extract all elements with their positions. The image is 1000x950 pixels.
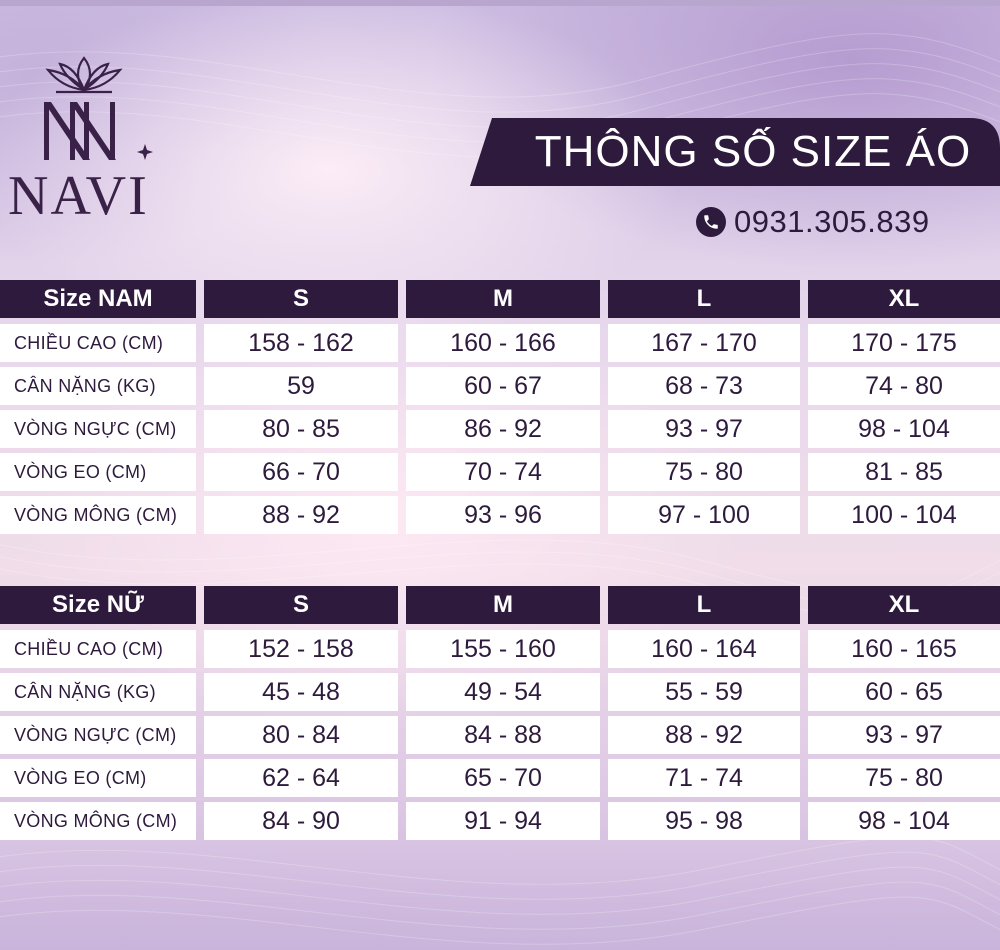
row-label: VÒNG EO (CM): [0, 453, 196, 491]
table-cell: 160 - 165: [808, 630, 1000, 668]
table-row: VÒNG EO (CM) 66 - 70 70 - 74 75 - 80 81 …: [0, 453, 1000, 491]
header-size-l: L: [608, 586, 800, 624]
table-cell: 86 - 92: [406, 410, 600, 448]
table-cell: 88 - 92: [608, 716, 800, 754]
phone-number: 0931.305.839: [734, 204, 930, 239]
header-size-s: S: [204, 586, 398, 624]
table-cell: 45 - 48: [204, 673, 398, 711]
row-label: CHIỀU CAO (CM): [0, 630, 196, 668]
table-cell: 160 - 164: [608, 630, 800, 668]
header-size-m: M: [406, 586, 600, 624]
phone-icon: [696, 207, 726, 237]
table-cell: 152 - 158: [204, 630, 398, 668]
table-cell: 65 - 70: [406, 759, 600, 797]
header-label: Size NAM: [0, 280, 196, 318]
table-cell: 62 - 64: [204, 759, 398, 797]
row-label: VÒNG EO (CM): [0, 759, 196, 797]
table-cell: 70 - 74: [406, 453, 600, 491]
row-label: CÂN NẶNG (KG): [0, 673, 196, 711]
table-cell: 59: [204, 367, 398, 405]
table-cell: 93 - 97: [808, 716, 1000, 754]
table-cell: 160 - 166: [406, 324, 600, 362]
table-row: CÂN NẶNG (KG) 45 - 48 49 - 54 55 - 59 60…: [0, 673, 1000, 711]
table-cell: 84 - 88: [406, 716, 600, 754]
table-cell: 91 - 94: [406, 802, 600, 840]
table-cell: 155 - 160: [406, 630, 600, 668]
table-cell: 98 - 104: [808, 802, 1000, 840]
table-cell: 55 - 59: [608, 673, 800, 711]
table-cell: 84 - 90: [204, 802, 398, 840]
row-label: VÒNG NGỰC (CM): [0, 410, 196, 448]
table-cell: 80 - 84: [204, 716, 398, 754]
table-cell: 97 - 100: [608, 496, 800, 534]
table-header-row: Size NAM S M L XL: [0, 280, 1000, 318]
header-size-s: S: [204, 280, 398, 318]
title-banner: THÔNG SỐ SIZE ÁO: [470, 118, 1000, 186]
table-cell: 75 - 80: [608, 453, 800, 491]
table-cell: 88 - 92: [204, 496, 398, 534]
page-title: THÔNG SỐ SIZE ÁO: [534, 127, 972, 176]
table-header-row: Size NỮ S M L XL: [0, 586, 1000, 624]
table-cell: 49 - 54: [406, 673, 600, 711]
table-row: VÒNG MÔNG (CM) 88 - 92 93 - 96 97 - 100 …: [0, 496, 1000, 534]
table-cell: 81 - 85: [808, 453, 1000, 491]
top-border: [0, 0, 1000, 6]
table-row: CHIỀU CAO (CM) 152 - 158 155 - 160 160 -…: [0, 630, 1000, 668]
header-size-m: M: [406, 280, 600, 318]
lotus-logo-icon: [44, 56, 153, 160]
table-row: VÒNG EO (CM) 62 - 64 65 - 70 71 - 74 75 …: [0, 759, 1000, 797]
row-label: VÒNG MÔNG (CM): [0, 496, 196, 534]
row-label: VÒNG MÔNG (CM): [0, 802, 196, 840]
table-cell: 158 - 162: [204, 324, 398, 362]
table-cell: 60 - 67: [406, 367, 600, 405]
row-label: VÒNG NGỰC (CM): [0, 716, 196, 754]
table-row: VÒNG NGỰC (CM) 80 - 85 86 - 92 93 - 97 9…: [0, 410, 1000, 448]
brand-name: NAVI: [8, 165, 149, 227]
table-cell: 74 - 80: [808, 367, 1000, 405]
table-cell: 170 - 175: [808, 324, 1000, 362]
header-size-xl: XL: [808, 586, 1000, 624]
table-cell: 98 - 104: [808, 410, 1000, 448]
row-label: CÂN NẶNG (KG): [0, 367, 196, 405]
table-cell: 100 - 104: [808, 496, 1000, 534]
row-label: CHIỀU CAO (CM): [0, 324, 196, 362]
table-cell: 93 - 97: [608, 410, 800, 448]
header-label: Size NỮ: [0, 586, 196, 624]
table-cell: 71 - 74: [608, 759, 800, 797]
header-size-l: L: [608, 280, 800, 318]
phone-contact[interactable]: 0931.305.839: [696, 202, 930, 242]
table-cell: 167 - 170: [608, 324, 800, 362]
table-row: CÂN NẶNG (KG) 59 60 - 67 68 - 73 74 - 80: [0, 367, 1000, 405]
table-row: VÒNG MÔNG (CM) 84 - 90 91 - 94 95 - 98 9…: [0, 802, 1000, 840]
header-size-xl: XL: [808, 280, 1000, 318]
table-cell: 60 - 65: [808, 673, 1000, 711]
brand-logo: [6, 52, 166, 222]
table-cell: 66 - 70: [204, 453, 398, 491]
table-cell: 80 - 85: [204, 410, 398, 448]
table-cell: 95 - 98: [608, 802, 800, 840]
table-cell: 68 - 73: [608, 367, 800, 405]
table-cell: 93 - 96: [406, 496, 600, 534]
table-row: VÒNG NGỰC (CM) 80 - 84 84 - 88 88 - 92 9…: [0, 716, 1000, 754]
table-row: CHIỀU CAO (CM) 158 - 162 160 - 166 167 -…: [0, 324, 1000, 362]
table-cell: 75 - 80: [808, 759, 1000, 797]
